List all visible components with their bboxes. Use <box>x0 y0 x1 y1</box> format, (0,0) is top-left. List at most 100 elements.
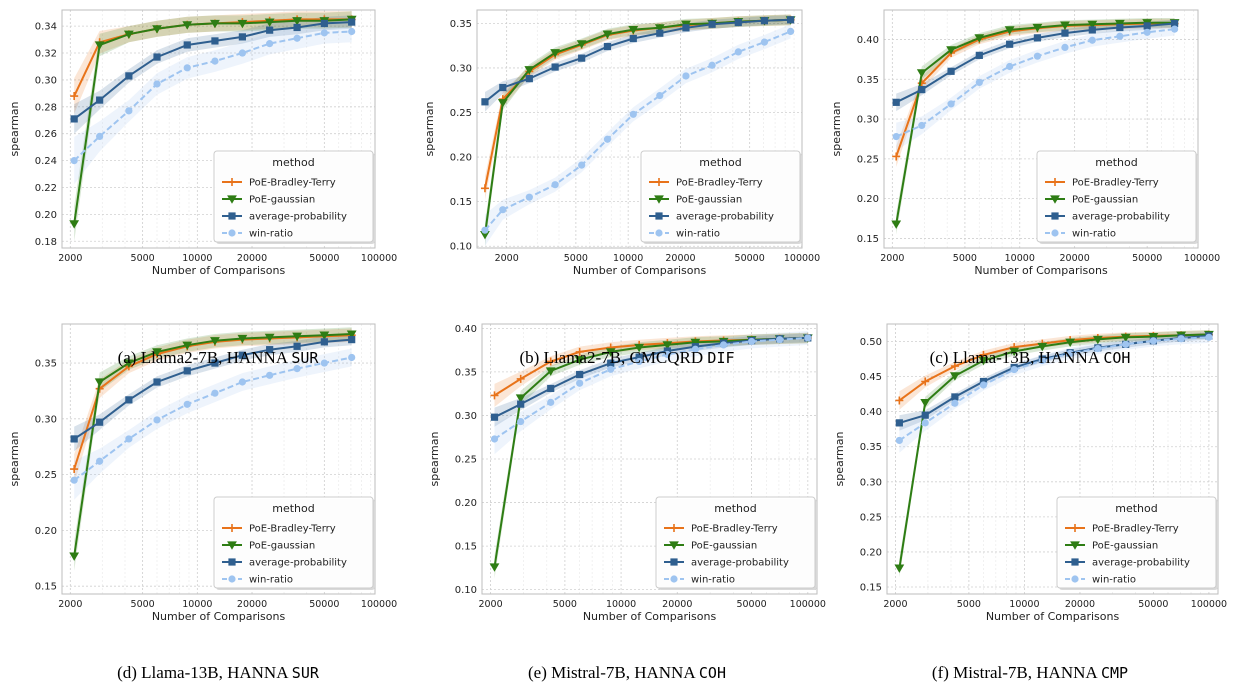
y-tick-label: 0.50 <box>860 337 882 348</box>
legend-marker-average-probability <box>655 212 663 220</box>
x-tick-label: 2000 <box>883 599 907 610</box>
data-point-PoE-gaussian <box>1032 23 1043 33</box>
data-point-win-ratio <box>70 156 78 165</box>
data-point-average-probability <box>211 359 219 367</box>
x-tick-label: 20000 <box>1060 253 1090 264</box>
legend-marker-PoE-Bradley-Terry <box>1071 524 1079 532</box>
band-PoE-Bradley-Terry <box>74 11 352 114</box>
data-point-PoE-gaussian <box>920 398 931 408</box>
y-tick-label: 0.40 <box>857 35 879 46</box>
data-point-PoE-gaussian <box>292 17 302 26</box>
y-axis-label: spearman <box>423 101 436 156</box>
legend-entry-PoE-gaussian: PoE-gaussian <box>1092 541 1158 552</box>
data-point-PoE-gaussian <box>237 19 248 29</box>
data-point-PoE-gaussian <box>1092 335 1103 345</box>
data-point-win-ratio <box>635 357 643 366</box>
y-tick-label: 0.22 <box>35 183 57 194</box>
data-point-win-ratio <box>551 181 559 189</box>
legend-entry-average-probability: average-probability <box>1072 212 1170 223</box>
data-point-win-ratio <box>1038 356 1046 365</box>
data-point-average-probability <box>525 75 533 83</box>
legend: method PoE-Bradley-Terry PoE-gaussian avera… <box>1056 496 1218 590</box>
data-point-average-probability <box>578 54 586 62</box>
legend-marker-PoE-gaussian <box>1070 541 1080 550</box>
legend-entry-average-probability: average-probability <box>249 558 347 569</box>
data-point-PoE-gaussian <box>210 19 220 29</box>
data-point-PoE-gaussian <box>916 69 927 78</box>
y-tick-label: 0.20 <box>860 547 882 558</box>
data-point-win-ratio <box>481 226 489 234</box>
data-point-PoE-gaussian <box>264 18 275 27</box>
legend-entry-PoE-Bradley-Terry: PoE-Bradley-Terry <box>1092 524 1179 535</box>
data-point-win-ratio <box>892 132 900 141</box>
data-point-win-ratio <box>603 135 612 143</box>
data-point-PoE-gaussian <box>1087 20 1098 30</box>
y-tick-label: 0.15 <box>857 234 879 245</box>
legend-entry-PoE-gaussian: PoE-gaussian <box>1072 195 1138 206</box>
data-point-PoE-gaussian <box>690 338 701 348</box>
caption-d-code: SUR <box>291 664 319 682</box>
legend-entry-win-ratio: win-ratio <box>1072 229 1116 240</box>
chart-panel-c: 2000 5000 10000 20000 50000 100000 0.15 0.20 0.2… <box>830 9 1220 277</box>
data-point-win-ratio <box>691 345 699 353</box>
data-point-win-ratio <box>125 435 133 443</box>
data-point-win-ratio <box>1010 365 1018 374</box>
legend-entry-PoE-gaussian: PoE-gaussian <box>691 541 757 552</box>
data-point-win-ratio <box>1088 36 1096 44</box>
data-point-PoE-Bradley-Terry <box>480 184 489 193</box>
data-point-PoE-gaussian <box>292 332 302 342</box>
data-point-PoE-Bradley-Terry <box>892 152 901 161</box>
x-tick-label: 10000 <box>613 253 643 264</box>
data-point-average-probability <box>895 419 903 427</box>
data-point-PoE-gaussian <box>69 552 80 561</box>
chart-panel-e: 2000 5000 10000 20000 50000 100000 0.10 0.15 0.2… <box>428 323 826 623</box>
y-tick-label: 0.35 <box>455 367 477 378</box>
data-point-average-probability <box>921 411 929 419</box>
legend-marker-PoE-Bradley-Terry <box>670 524 678 532</box>
legend-marker-PoE-gaussian <box>654 195 664 204</box>
data-point-PoE-gaussian <box>605 348 616 357</box>
x-tick-label: 5000 <box>953 253 977 264</box>
x-tick-label: 50000 <box>309 253 339 264</box>
data-point-PoE-gaussian <box>524 66 535 75</box>
legend-entry-PoE-gaussian: PoE-gaussian <box>249 541 315 552</box>
caption-c-code: COH <box>1103 349 1131 367</box>
legend: method PoE-Bradley-Terry PoE-gaussian avera… <box>640 150 802 244</box>
data-point-average-probability <box>603 42 612 51</box>
x-tick-label: 5000 <box>131 599 155 610</box>
data-point-average-probability <box>266 346 274 354</box>
y-tick-label: 0.26 <box>35 129 57 140</box>
data-point-average-probability <box>682 24 690 32</box>
y-tick-label: 0.34 <box>35 22 57 33</box>
data-point-average-probability <box>787 16 795 24</box>
data-point-win-ratio <box>1122 340 1130 348</box>
band-win-ratio <box>485 24 791 246</box>
legend-marker-win-ratio <box>655 229 663 237</box>
data-point-win-ratio <box>918 121 926 130</box>
data-point-average-probability <box>1088 26 1096 34</box>
legend-marker-win-ratio <box>1071 575 1079 583</box>
caption-e-code: COH <box>698 664 726 682</box>
data-point-win-ratio <box>682 72 690 80</box>
data-point-average-probability <box>760 17 769 25</box>
y-tick-label: 0.20 <box>857 194 879 205</box>
data-point-average-probability <box>96 418 104 426</box>
caption-a-code: SUR <box>291 349 319 367</box>
legend-entry-PoE-Bradley-Terry: PoE-Bradley-Terry <box>691 524 778 535</box>
data-point-win-ratio <box>975 78 983 87</box>
data-point-PoE-gaussian <box>545 367 556 376</box>
y-tick-label: 0.35 <box>857 75 879 86</box>
legend-marker-PoE-Bradley-Terry <box>228 524 236 532</box>
data-point-win-ratio <box>607 365 615 373</box>
band-average-probability <box>494 333 808 427</box>
data-point-average-probability <box>1033 34 1042 42</box>
data-point-PoE-gaussian <box>946 46 956 55</box>
data-point-average-probability <box>293 342 301 350</box>
data-point-PoE-Bradley-Terry <box>950 362 959 371</box>
chart-panel-a: 2000 5000 10000 20000 50000 100000 0.18 0.20 0.2… <box>8 9 397 277</box>
data-point-average-probability <box>211 37 219 45</box>
x-tick-label: 100000 <box>361 253 397 264</box>
caption-b-label: (b) Llama2-7B, CMCQRD <box>519 348 704 367</box>
caption-c: (c) Llama-13B, HANNA COH <box>830 348 1230 368</box>
